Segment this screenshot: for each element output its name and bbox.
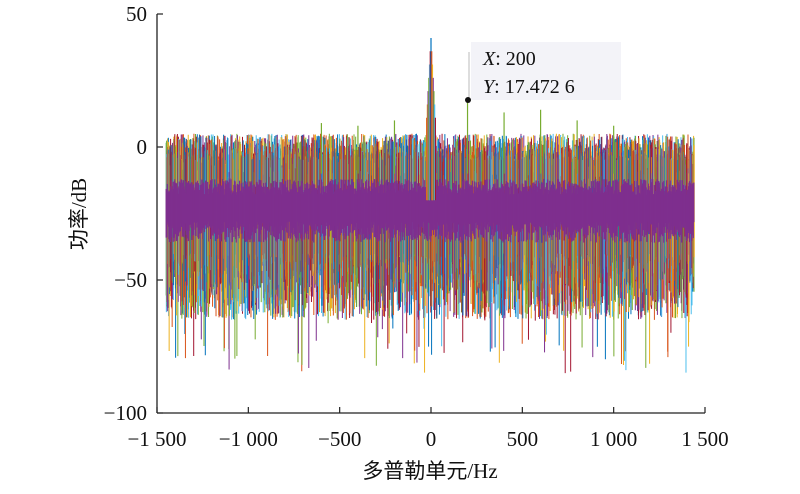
y-tick-label: 50 <box>126 2 147 26</box>
x-tick-label: 500 <box>507 427 539 451</box>
data-series-group <box>165 37 695 374</box>
y-tick-label: 0 <box>137 135 148 159</box>
x-tick-label: 1 000 <box>590 427 637 451</box>
datatip-box <box>471 42 621 100</box>
x-tick-label: 1 500 <box>681 427 728 451</box>
datatip[interactable]: X: 200 Y: 17.472 6 <box>465 42 621 103</box>
y-tick-label: −50 <box>114 268 147 292</box>
x-axis-label: 多普勒单元/Hz <box>362 459 497 483</box>
y-axis-label: 功率/dB <box>67 178 91 250</box>
x-tick-label: −1 000 <box>219 427 278 451</box>
datatip-x: X: 200 <box>482 48 536 70</box>
x-tick-label: −1 500 <box>127 427 186 451</box>
x-tick-label: −500 <box>318 427 361 451</box>
y-tick-label: −100 <box>104 401 147 425</box>
datatip-y: Y: 17.472 6 <box>483 76 575 98</box>
x-tick-label: 0 <box>426 427 437 451</box>
datatip-marker[interactable] <box>465 97 471 103</box>
